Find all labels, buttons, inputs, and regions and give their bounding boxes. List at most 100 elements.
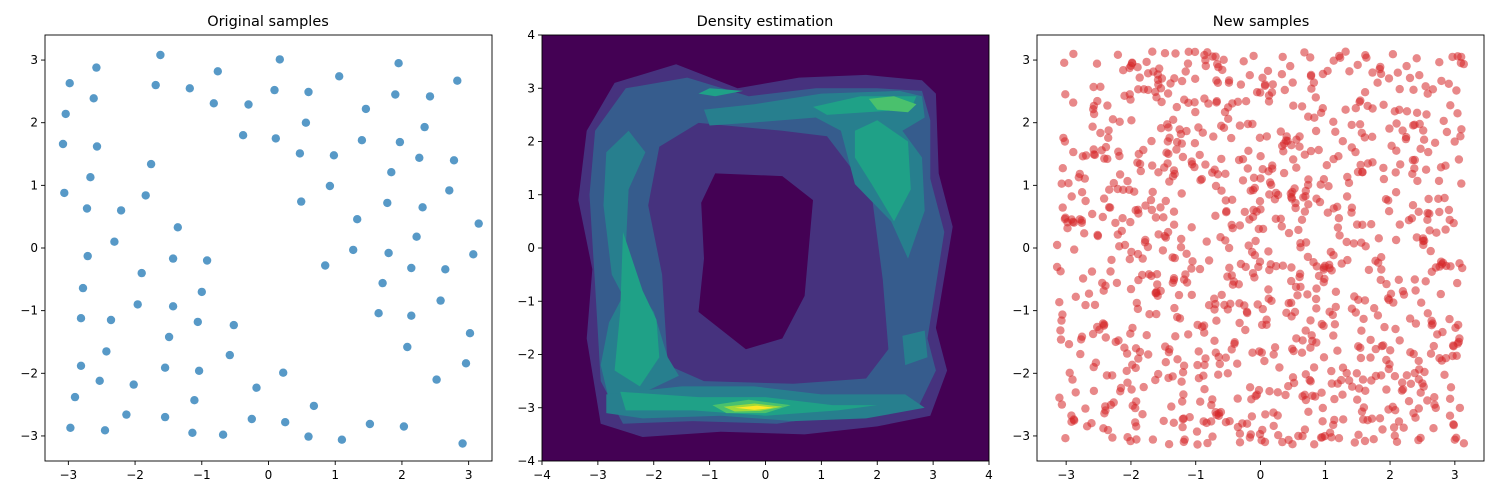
data-point: [1306, 53, 1315, 62]
data-point: [1326, 247, 1336, 257]
data-point: [238, 131, 248, 140]
data-point: [1081, 151, 1091, 160]
data-point: [1203, 48, 1212, 57]
data-point: [1319, 353, 1329, 362]
data-point: [1433, 330, 1442, 339]
data-point: [1183, 59, 1193, 68]
data-point: [1089, 109, 1099, 119]
data-point: [1135, 73, 1144, 82]
data-point: [1193, 360, 1202, 370]
data-point: [1300, 48, 1309, 57]
data-point: [1303, 290, 1312, 299]
data-point: [1217, 186, 1226, 195]
data-point: [1178, 152, 1188, 162]
data-point: [1426, 246, 1435, 256]
data-point: [1152, 289, 1161, 298]
data-point: [1355, 97, 1364, 107]
data-point: [1208, 395, 1217, 404]
data-point: [1457, 125, 1466, 134]
tick-group: −4 −3 −2 −1 0 1 2 3 4 −4 −3 −2 −1 0 1 2 3 4: [517, 28, 993, 482]
tick-group: −3 −2 −1 0 1 2 3 −3 −2 −1 0 1 2 3: [1012, 53, 1458, 482]
data-point: [395, 137, 405, 147]
data-point: [458, 439, 467, 448]
data-point: [1241, 325, 1250, 335]
data-point: [1396, 160, 1405, 169]
data-point: [1406, 379, 1416, 388]
data-point: [1214, 411, 1224, 420]
data-point: [129, 380, 138, 389]
data-point: [1398, 126, 1407, 135]
data-point: [1410, 155, 1420, 165]
data-point: [1156, 124, 1166, 133]
data-point: [1056, 267, 1065, 276]
data-point: [1159, 416, 1168, 426]
data-point: [1084, 289, 1094, 298]
data-point: [461, 359, 471, 368]
data-point: [1348, 382, 1357, 391]
data-point: [1252, 207, 1261, 216]
data-point: [1391, 235, 1401, 245]
data-point: [1151, 213, 1161, 222]
data-point: [1379, 174, 1389, 184]
data-point: [1297, 102, 1307, 111]
data-point: [1112, 278, 1122, 288]
data-point: [1210, 165, 1219, 174]
data-point: [1255, 257, 1265, 266]
data-point: [1246, 430, 1256, 439]
data-point: [1414, 207, 1423, 216]
data-point: [1301, 326, 1310, 335]
data-point: [244, 100, 253, 109]
data-point: [1192, 427, 1202, 436]
data-point: [1202, 237, 1211, 246]
data-point: [1356, 353, 1366, 363]
y-tick-label: 1: [527, 188, 535, 202]
data-point: [445, 186, 454, 195]
data-point: [1258, 224, 1268, 234]
data-point: [1385, 124, 1394, 133]
data-point: [1219, 55, 1228, 64]
data-point: [1409, 349, 1418, 359]
data-point: [1291, 282, 1301, 292]
data-point: [1456, 132, 1465, 141]
data-point: [1104, 126, 1113, 135]
data-point: [1068, 375, 1077, 384]
data-point: [1249, 51, 1258, 61]
data-point: [1390, 107, 1400, 116]
data-point: [1418, 234, 1428, 243]
data-point: [1338, 137, 1348, 146]
data-point: [1295, 269, 1305, 278]
data-point: [1405, 314, 1415, 323]
data-point: [1268, 80, 1278, 89]
data-point: [1330, 415, 1339, 425]
data-point: [1056, 335, 1066, 344]
data-point: [1395, 336, 1404, 345]
data-point: [1269, 421, 1278, 431]
data-point: [1410, 164, 1419, 173]
data-point: [1429, 341, 1439, 351]
data-point: [1416, 144, 1425, 153]
data-point: [1156, 84, 1166, 93]
data-point: [92, 142, 102, 151]
data-point: [1180, 435, 1189, 444]
y-tick-label: −1: [517, 294, 535, 308]
data-point: [1316, 108, 1326, 118]
data-point: [1350, 438, 1360, 447]
data-point: [1357, 407, 1367, 416]
data-point: [1265, 387, 1274, 396]
data-point: [1077, 332, 1087, 341]
data-point: [271, 134, 280, 143]
data-point: [1081, 196, 1090, 206]
data-point: [1256, 88, 1265, 97]
data-point: [1236, 80, 1246, 89]
data-point: [202, 256, 212, 265]
data-point: [1148, 47, 1157, 56]
data-point: [1394, 417, 1404, 426]
data-point: [301, 118, 311, 127]
data-point: [194, 366, 204, 375]
data-point: [1317, 319, 1327, 329]
data-point: [1384, 207, 1394, 216]
data-point: [1149, 67, 1158, 76]
data-point: [1410, 120, 1419, 129]
data-point: [1187, 223, 1196, 232]
data-point: [1193, 440, 1202, 449]
